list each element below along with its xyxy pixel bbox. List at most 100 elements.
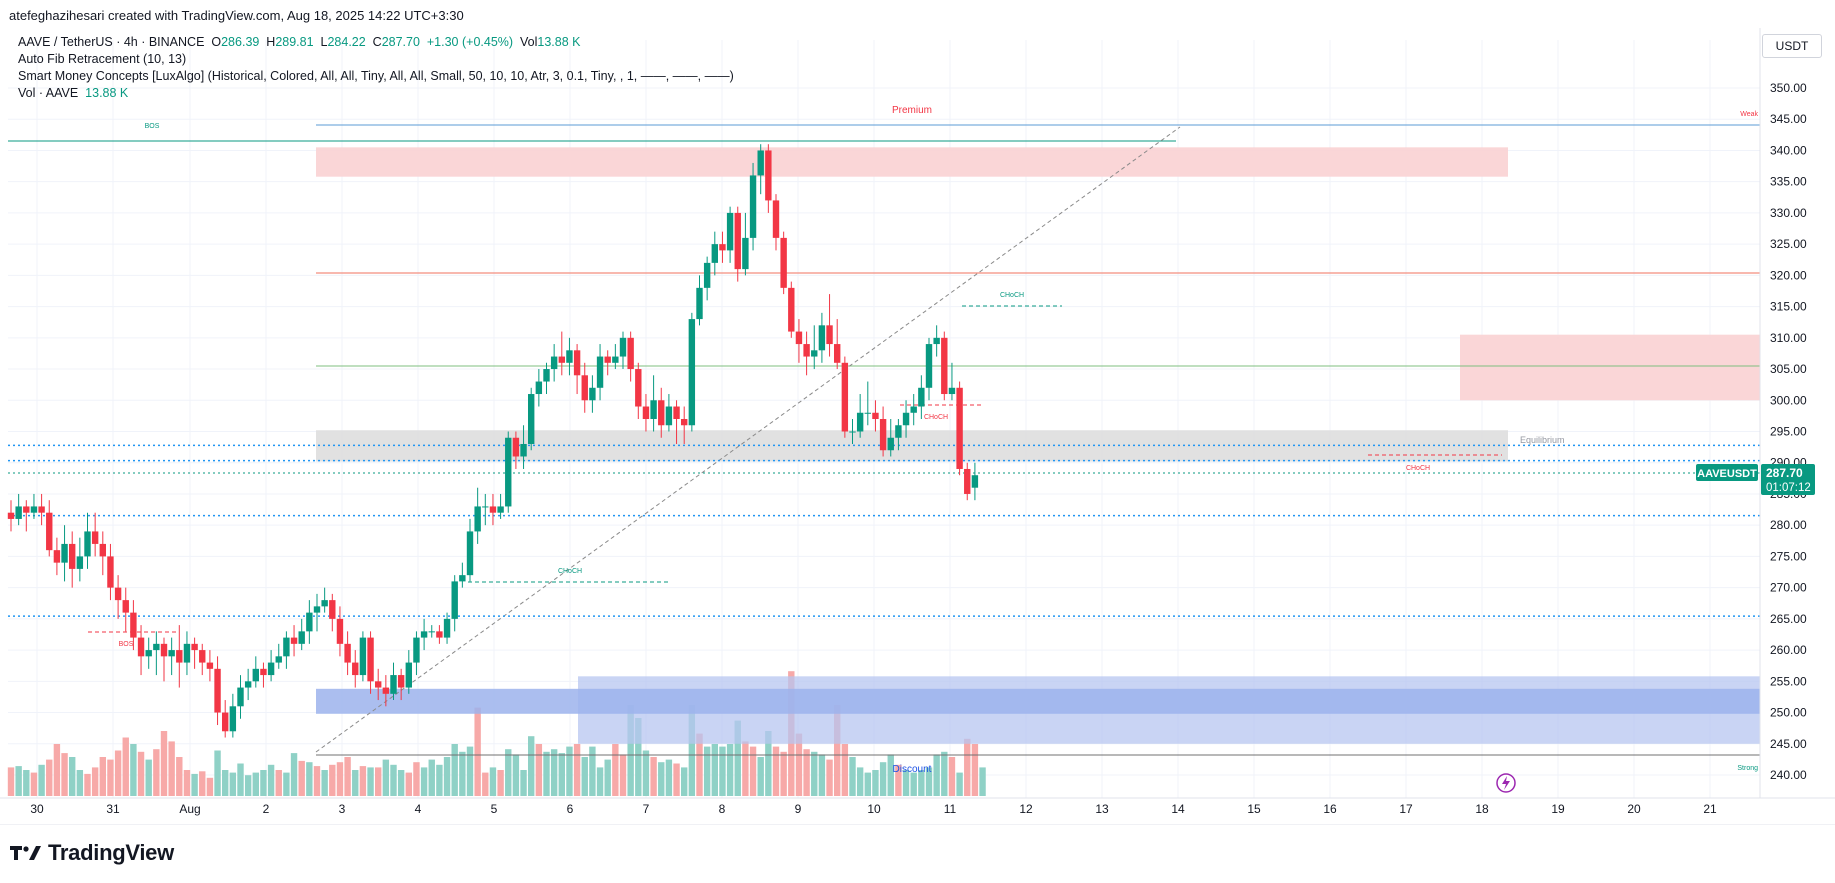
candle-body: [964, 468, 971, 494]
volume-bar: [596, 767, 604, 796]
candle-body: [826, 325, 833, 345]
volume-bar: [734, 720, 741, 796]
candle-body: [627, 337, 634, 370]
candle: [214, 656, 221, 726]
symbol-legend-row[interactable]: AAVE / TetherUS · 4h · BINANCE O286.39 H…: [18, 34, 734, 51]
candle: [176, 625, 183, 688]
candle-body: [772, 200, 780, 238]
zone-block: [316, 688, 1760, 714]
candle: [581, 362, 588, 413]
volume-bar: [803, 749, 810, 796]
tradingview-logo[interactable]: TradingView: [10, 840, 174, 866]
candle-body: [902, 412, 910, 426]
candle: [520, 425, 527, 469]
volume-bar: [726, 744, 734, 796]
volume-bar: [902, 770, 910, 796]
volume-bar: [474, 707, 481, 796]
candle-body: [15, 506, 22, 519]
candle: [482, 493, 489, 526]
candle-body: [114, 587, 122, 601]
candle-body: [237, 687, 244, 707]
author-line: atefeghazihesari created with TradingVie…: [9, 8, 464, 23]
candle: [390, 662, 397, 701]
currency-button[interactable]: USDT: [1762, 34, 1822, 58]
indicator-smc[interactable]: Smart Money Concepts [LuxAlgo] (Historic…: [18, 69, 734, 83]
symbol-title[interactable]: AAVE / TetherUS · 4h · BINANCE: [18, 35, 205, 49]
volume-bar: [443, 757, 451, 796]
candle: [910, 394, 917, 426]
x-tick-label: 19: [1551, 802, 1565, 816]
volume-bar: [688, 705, 696, 796]
volume-bar: [222, 770, 229, 796]
volume-label: Vol: [520, 35, 538, 49]
volume-bar: [359, 766, 367, 796]
horizontal-levels: 292.77290.34281.53265.44: [8, 437, 1807, 625]
candle-body: [321, 600, 328, 607]
candle-body: [864, 412, 871, 414]
x-tick-label: 17: [1399, 802, 1413, 816]
candle-body: [359, 637, 367, 676]
x-tick-label: 18: [1475, 802, 1489, 816]
candle-body: [260, 668, 267, 676]
candle: [543, 362, 550, 395]
candle: [619, 331, 627, 370]
candle-body: [726, 212, 734, 251]
candle: [627, 331, 634, 382]
volume-bar: [956, 772, 963, 796]
volume-bar: [260, 770, 267, 796]
volume-bar: [681, 767, 688, 796]
candle: [114, 575, 122, 619]
candle-body: [489, 506, 497, 513]
chart-area[interactable]: Premium Equilibrium Discount BOS BOS CHoCH CHo…: [0, 28, 1835, 826]
open-value: 286.39: [221, 35, 260, 49]
candle: [397, 668, 405, 701]
candle-body: [46, 512, 53, 551]
volume-bar: [520, 770, 527, 796]
candle-body: [306, 612, 313, 632]
volume-bar: [199, 771, 206, 796]
close-label: C: [372, 35, 382, 49]
candle: [849, 419, 856, 444]
volume-bar: [7, 767, 15, 796]
volume-bar: [137, 751, 145, 796]
candle-body: [711, 244, 718, 263]
candle: [956, 381, 963, 476]
volume-bar: [742, 741, 749, 796]
candlestick-chart[interactable]: Premium Equilibrium Discount BOS BOS CHoCH CHo…: [0, 28, 1835, 826]
candle: [872, 400, 879, 432]
annotation-choch: CHoCH: [558, 568, 582, 575]
candle: [757, 144, 764, 195]
x-tick-label: 14: [1171, 802, 1185, 816]
candle-body: [619, 337, 627, 357]
candle-body: [941, 337, 948, 395]
indicator-volume[interactable]: Vol · AAVE 13.88 K: [18, 85, 734, 102]
close-value: 287.70: [381, 35, 420, 49]
candle-body: [948, 387, 956, 395]
annotation-choch: CHoCH: [1406, 465, 1430, 472]
volume-bar: [191, 773, 198, 796]
candle: [971, 462, 979, 501]
candle-body: [30, 506, 38, 513]
price-axis-bg: [1760, 28, 1835, 798]
volume-bar: [107, 759, 114, 796]
volume-bar: [948, 757, 956, 796]
volume-bar: [535, 744, 543, 796]
candle: [964, 462, 971, 501]
candle-body: [596, 356, 604, 388]
volume-bar: [964, 738, 971, 796]
candle-body: [696, 287, 703, 320]
candle: [153, 631, 160, 676]
candle: [329, 593, 336, 632]
candle-body: [443, 618, 451, 638]
x-tick-label: 10: [867, 802, 881, 816]
y-tick-label: 335.00: [1770, 175, 1807, 189]
candle-body: [160, 643, 168, 657]
indicator-fib[interactable]: Auto Fib Retracement (10, 13): [18, 52, 187, 66]
volume-bar: [979, 767, 986, 796]
candle: [895, 419, 902, 451]
volume-bar: [872, 770, 879, 796]
y-tick-label: 265.00: [1770, 612, 1807, 626]
y-tick-label: 240.00: [1770, 768, 1807, 782]
candle: [137, 625, 145, 676]
candle: [298, 618, 305, 651]
